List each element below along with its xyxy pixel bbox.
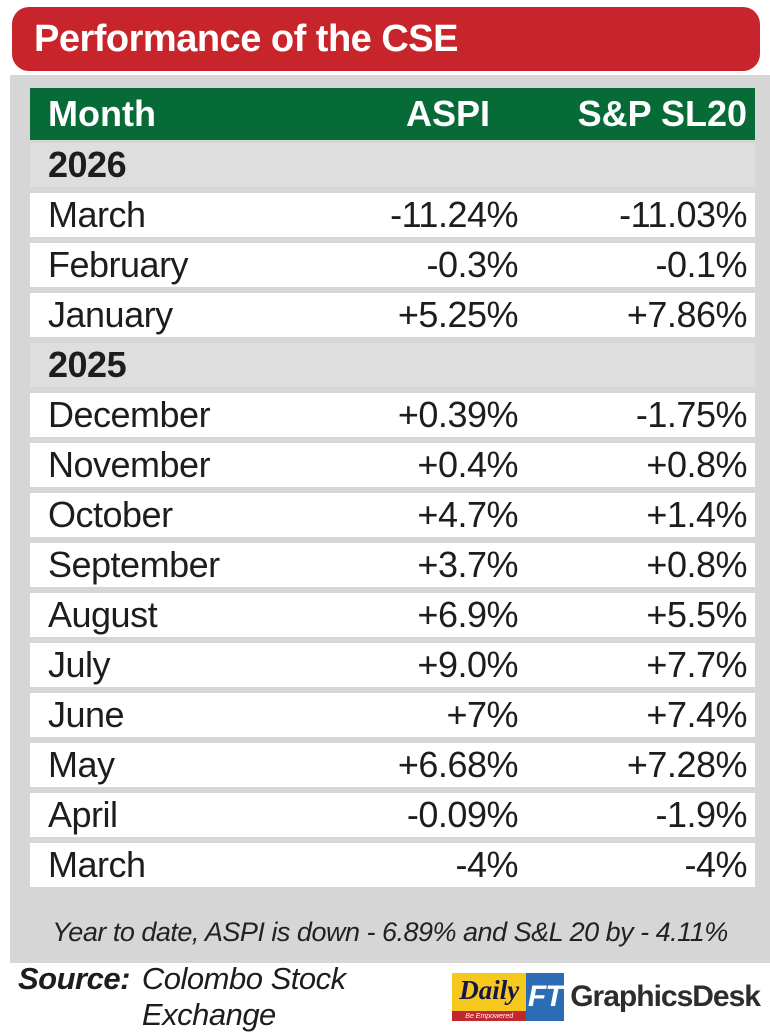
brand-group: Daily Be Empowered FT GraphicsDesk xyxy=(452,973,761,1021)
cell-aspi: +7% xyxy=(446,694,518,735)
cell-month: June xyxy=(48,694,125,735)
cell-sl20: -0.1% xyxy=(655,244,747,285)
cell-month: April xyxy=(48,794,118,835)
table-row: March -4% -4% xyxy=(30,843,755,887)
table-row: 2025 xyxy=(30,343,755,387)
cell-month: August xyxy=(48,594,158,635)
year-to-date-note: Year to date, ASPI is down - 6.89% and S… xyxy=(52,916,728,947)
table-row: January +5.25% +7.86% xyxy=(30,293,755,337)
cell-sl20: +7.4% xyxy=(646,694,747,735)
cell-sl20: -1.75% xyxy=(635,394,748,435)
cell-sl20: -4% xyxy=(684,844,747,885)
cell-sl20: +0.8% xyxy=(646,444,747,485)
table-row: April -0.09% -1.9% xyxy=(30,793,755,837)
cell-month: 2026 xyxy=(48,144,127,185)
cell-month: March xyxy=(48,194,146,235)
table-header-row: Month ASPI S&P SL20 xyxy=(30,88,755,140)
cell-aspi: +9.0% xyxy=(417,644,518,685)
dailyft-logo-daily-text: Daily xyxy=(459,975,520,1005)
performance-table: Month ASPI S&P SL20 2026 March -11.24% -… xyxy=(30,88,755,893)
cell-aspi: -11.24% xyxy=(390,194,518,235)
dailyft-logo-tagline: Be Empowered xyxy=(465,1012,514,1020)
cell-month: January xyxy=(48,294,173,335)
table-row: February -0.3% -0.1% xyxy=(30,243,755,287)
table-row: March -11.24% -11.03% xyxy=(30,193,755,237)
table-row: July +9.0% +7.7% xyxy=(30,643,755,687)
cell-sl20: +7.28% xyxy=(626,744,748,785)
footer: Source: Colombo Stock Exchange Daily Be … xyxy=(18,961,761,1032)
column-header-sl20: S&P SL20 xyxy=(577,93,747,134)
title-bar: Performance of the CSE xyxy=(12,7,760,71)
cell-aspi: +0.4% xyxy=(417,444,518,485)
cell-month: May xyxy=(48,744,115,785)
cell-month: November xyxy=(48,444,211,485)
cell-month: 2025 xyxy=(48,344,127,385)
page-title: Performance of the CSE xyxy=(34,17,459,60)
table-body: 2026 March -11.24% -11.03% February -0.3… xyxy=(30,143,755,887)
cell-sl20: -11.03% xyxy=(619,194,747,235)
cell-sl20: +5.5% xyxy=(646,594,747,635)
graphics-desk-label: GraphicsDesk xyxy=(570,980,761,1013)
source-line: Source: Colombo Stock Exchange xyxy=(18,961,452,1033)
table-row: May +6.68% +7.28% xyxy=(30,743,755,787)
cell-month: December xyxy=(48,394,211,435)
column-header-month: Month xyxy=(48,93,156,134)
cell-sl20: -1.9% xyxy=(655,794,747,835)
dailyft-logo: Daily Be Empowered FT xyxy=(452,973,565,1021)
cell-aspi: +0.39% xyxy=(397,394,519,435)
dailyft-logo-ft-box: FT xyxy=(526,973,565,1021)
cell-aspi: -4% xyxy=(455,844,518,885)
source-value: Colombo Stock Exchange xyxy=(141,961,346,1032)
table-row: October +4.7% +1.4% xyxy=(30,493,755,537)
cell-aspi: -0.3% xyxy=(426,244,518,285)
cell-aspi: -0.09% xyxy=(406,794,519,835)
cell-sl20: +7.86% xyxy=(626,294,748,335)
cell-sl20: +1.4% xyxy=(646,494,747,535)
cell-month: September xyxy=(48,544,220,585)
table-panel: Month ASPI S&P SL20 2026 March -11.24% -… xyxy=(10,75,770,963)
cell-sl20: +0.8% xyxy=(646,544,747,585)
cell-month: October xyxy=(48,494,173,535)
cell-aspi: +6.9% xyxy=(417,594,518,635)
table-row: September +3.7% +0.8% xyxy=(30,543,755,587)
cell-month: July xyxy=(48,644,111,685)
table-row: December +0.39% -1.75% xyxy=(30,393,755,437)
dailyft-logo-yellow-box: Daily Be Empowered xyxy=(452,973,527,1021)
table-row: August +6.9% +5.5% xyxy=(30,593,755,637)
table-row: 2026 xyxy=(30,143,755,187)
cell-aspi: +6.68% xyxy=(397,744,519,785)
cell-sl20: +7.7% xyxy=(646,644,747,685)
cell-aspi: +5.25% xyxy=(397,294,519,335)
cell-month: February xyxy=(48,244,189,285)
table-row: November +0.4% +0.8% xyxy=(30,443,755,487)
column-header-aspi: ASPI xyxy=(405,93,490,134)
cell-aspi: +3.7% xyxy=(417,544,518,585)
cell-month: March xyxy=(48,844,146,885)
source-label: Source: xyxy=(18,961,130,996)
dailyft-logo-red-strip: Be Empowered xyxy=(452,1011,527,1021)
cell-aspi: +4.7% xyxy=(417,494,518,535)
table-row: June +7% +7.4% xyxy=(30,693,755,737)
